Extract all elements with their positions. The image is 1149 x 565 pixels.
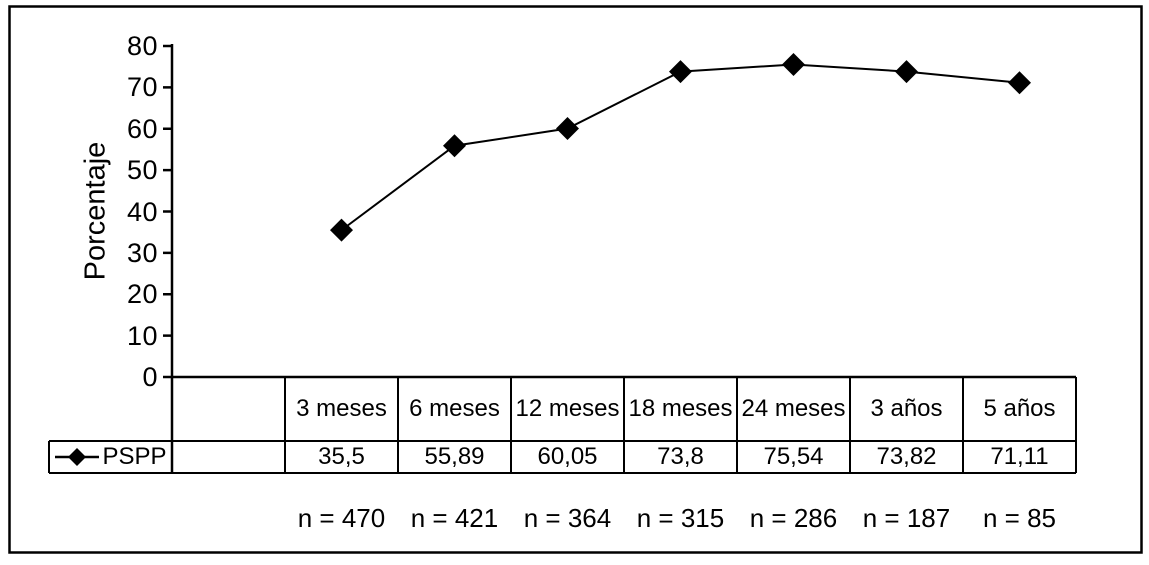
table-value-cell: 55,89 xyxy=(424,443,485,470)
table-value-cell: 60,05 xyxy=(537,443,598,470)
y-axis-tick-label: 70 xyxy=(126,72,158,103)
y-axis-tick-label: 30 xyxy=(126,237,158,268)
y-axis-tick-label: 10 xyxy=(126,320,158,351)
table-header-cell: 6 meses xyxy=(409,395,500,422)
y-axis-tick-label: 80 xyxy=(126,31,158,61)
sample-size-label: n = 364 xyxy=(523,502,612,533)
table-value-cell: 73,82 xyxy=(876,443,937,470)
y-axis-tick-label: 0 xyxy=(142,362,158,392)
diamond-marker-icon xyxy=(55,448,100,466)
diamond-marker-icon xyxy=(443,134,466,158)
outer-frame xyxy=(8,5,1143,554)
table-header-cell: 3 meses xyxy=(296,395,387,422)
sample-size-label: n = 421 xyxy=(410,502,499,533)
diamond-marker-icon xyxy=(1008,71,1031,95)
table-value-cell: 73,8 xyxy=(657,443,704,470)
y-axis-tick-label: 40 xyxy=(126,196,158,227)
table-value-cell: 71,11 xyxy=(990,443,1049,470)
sample-size-label: n = 470 xyxy=(297,502,386,533)
legend-pspp: PSPP xyxy=(49,441,172,473)
diamond-marker-icon xyxy=(669,60,692,84)
diamond-marker-icon xyxy=(895,60,918,84)
diamond-marker-icon xyxy=(330,218,353,242)
sample-size-label: n = 315 xyxy=(636,502,725,533)
table-header-cell: 5 años xyxy=(983,395,1056,422)
diamond-marker-icon xyxy=(556,117,579,141)
diamond-marker-icon xyxy=(782,52,805,76)
sample-size-label: n = 187 xyxy=(862,502,951,533)
table-header-cell: 24 meses xyxy=(741,395,846,422)
y-axis-tick-label: 20 xyxy=(126,279,158,310)
y-axis-tick-label: 50 xyxy=(126,155,158,186)
table-value-cell: 35,5 xyxy=(318,443,365,470)
table-value-cell: 75,54 xyxy=(763,443,824,470)
legend-label: PSPP xyxy=(102,443,167,470)
y-axis-tick-label: 60 xyxy=(126,113,158,144)
pspp-series-line xyxy=(340,63,1020,231)
sample-size-label: n = 286 xyxy=(749,502,838,533)
table-header-cell: 18 meses xyxy=(628,395,733,422)
table-header-cell: 3 años xyxy=(870,395,943,422)
table-header-cell: 12 meses xyxy=(515,395,620,422)
sample-size-label: n = 85 xyxy=(982,502,1056,533)
